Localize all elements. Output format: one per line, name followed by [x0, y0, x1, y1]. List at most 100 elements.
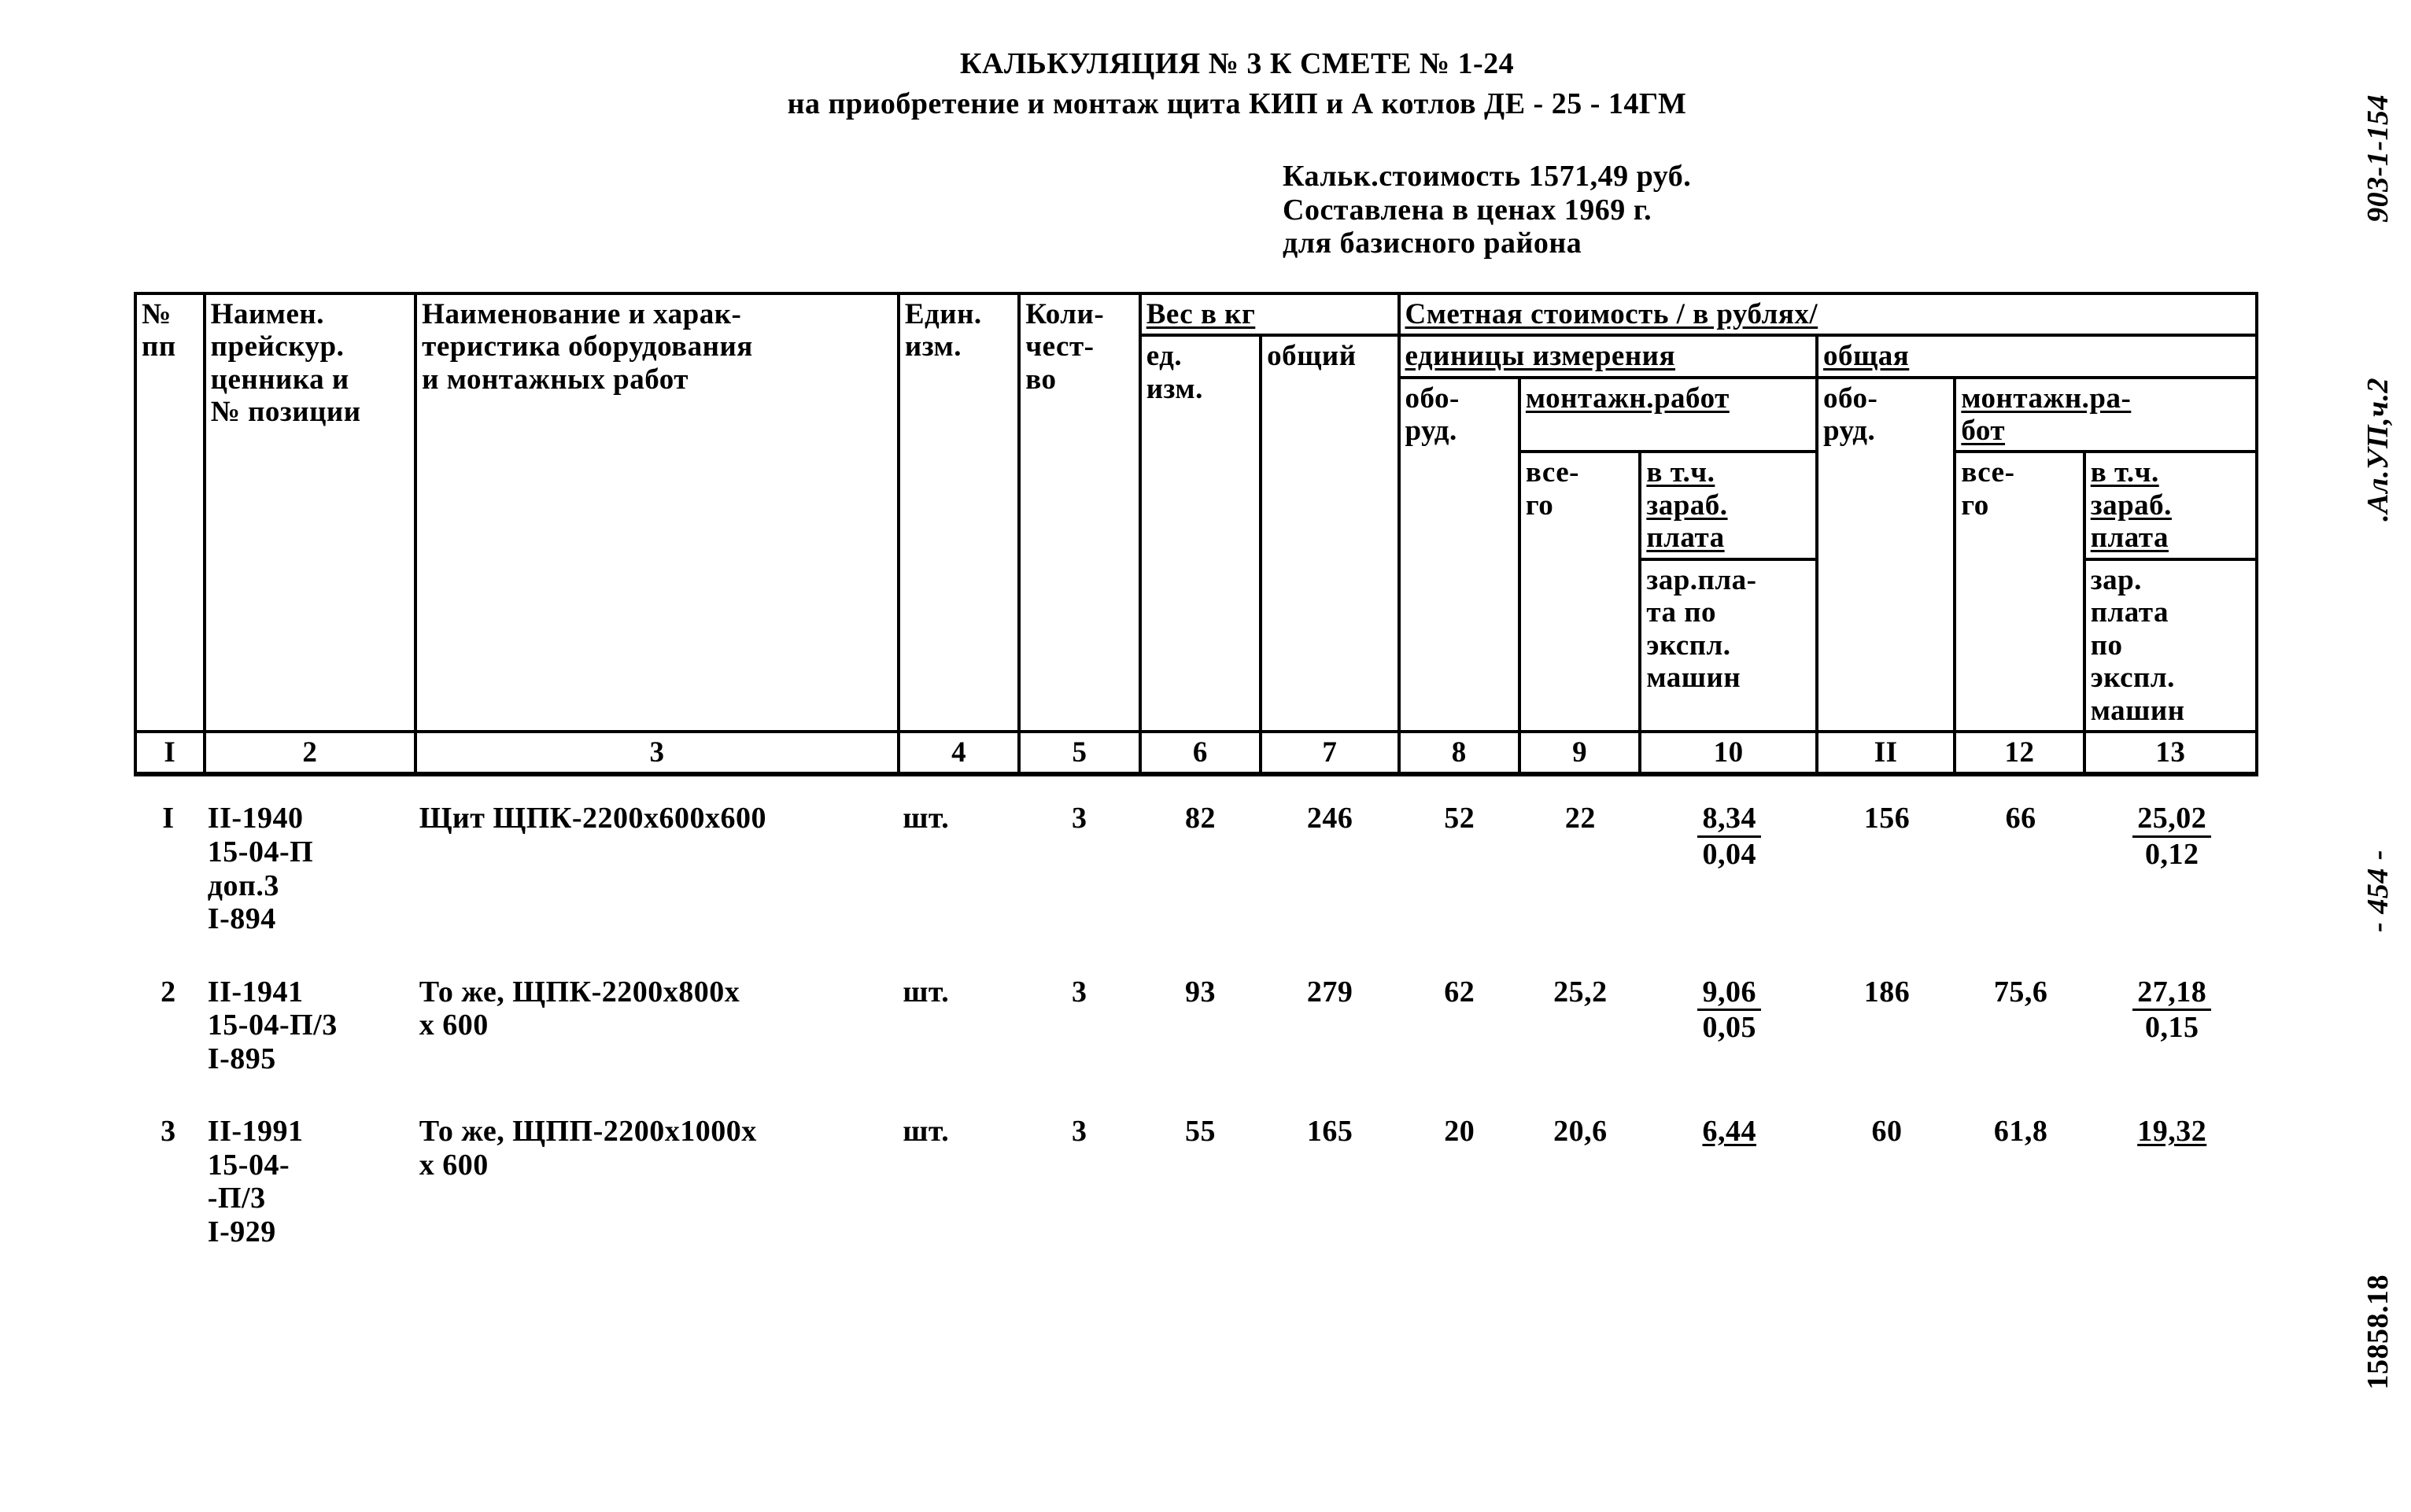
- unit-mont-label: монтажн.работ: [1526, 382, 1730, 415]
- row-wunit: 93: [1140, 972, 1261, 1079]
- margin-page-value: 454: [2361, 868, 2394, 914]
- row-umv: 20,6: [1520, 1112, 1641, 1252]
- cn-5: 5: [1019, 732, 1139, 774]
- col-weight-total: общий: [1261, 335, 1398, 732]
- margin-album: .Ал.УП,ч.2: [2361, 378, 2395, 522]
- row-wtot: 279: [1261, 972, 1399, 1079]
- col-total-equip: обо-руд.: [1817, 378, 1955, 732]
- row-qty: 3: [1019, 798, 1140, 939]
- row-tmf: 27,180,15: [2085, 972, 2258, 1079]
- margin-page-no: - 454 -: [2361, 850, 2395, 932]
- total-mont-label: монтажн.ра-бот: [1961, 382, 2131, 447]
- table-row: 2II-194115-04-П/3I-895То же, ЩПК-2200х80…: [134, 972, 2258, 1079]
- col-total-mont-mach: зар.платапоэкспл.машин: [2084, 559, 2257, 732]
- row-uob: 62: [1399, 972, 1520, 1079]
- cn-3: 3: [415, 732, 899, 774]
- row-tob: 60: [1818, 1112, 1956, 1252]
- meta-year: Составлена в ценах 1969 г.: [1283, 194, 2340, 227]
- data-table: III-194015-04-Пдоп.3I-894Щит ЩПК-2200х60…: [134, 798, 2258, 1285]
- cn-6: 6: [1140, 732, 1261, 774]
- col-unit-equip: обо-руд.: [1399, 378, 1519, 732]
- row-tmv: 75,6: [1956, 972, 2086, 1079]
- col-unit-mont-wage: в т.ч.зараб.плата: [1640, 452, 1817, 559]
- margin-stamp: 15858.18: [2361, 1274, 2395, 1390]
- row-umf: 8,340,04: [1641, 798, 1818, 939]
- page: 903-1-154 .Ал.УП,ч.2 - 454 - 15858.18 КА…: [0, 0, 2411, 1512]
- row-spacer: [134, 1079, 2258, 1112]
- row-name: То же, ЩПП-2200х1000хх 600: [415, 1112, 899, 1252]
- row-uob: 20: [1399, 1112, 1520, 1252]
- table-row: III-194015-04-Пдоп.3I-894Щит ЩПК-2200х60…: [134, 798, 2258, 939]
- row-tmf: 19,32: [2085, 1112, 2258, 1252]
- row-tob: 156: [1818, 798, 1956, 939]
- meta-block: Кальк.стоимость 1571,49 руб. Составлена …: [1283, 160, 2340, 260]
- row-wunit: 82: [1140, 798, 1261, 939]
- cost-label: Сметная стоимость / в рублях/: [1405, 298, 1818, 330]
- table-row: 3II-199115-04--П/3I-929То же, ЩПП-2200х1…: [134, 1112, 2258, 1252]
- cn-12: 12: [1955, 732, 2084, 774]
- column-numbers-row: I 2 3 4 5 6 7 8 9 10 II 12 13: [135, 732, 2257, 774]
- cn-1: I: [135, 732, 205, 774]
- c13a: в т.ч.зараб.плата: [2091, 456, 2172, 554]
- meta-region: для базисного района: [1283, 227, 2340, 260]
- row-qty: 3: [1019, 1112, 1140, 1252]
- cn-2: 2: [205, 732, 416, 774]
- row-tmf: 25,020,12: [2085, 798, 2258, 939]
- row-umf: 6,44: [1641, 1112, 1818, 1252]
- row-name: То же, ЩПК-2200х800хх 600: [415, 972, 899, 1079]
- doc-title: КАЛЬКУЛЯЦИЯ № 3 К СМЕТЕ № 1-24: [134, 47, 2340, 81]
- col-unit: Един.изм.: [899, 293, 1019, 732]
- cn-9: 9: [1519, 732, 1640, 774]
- meta-cost: Кальк.стоимость 1571,49 руб.: [1283, 160, 2340, 194]
- row-spacer: [134, 1252, 2258, 1285]
- col-unit-mont-group: монтажн.работ: [1519, 378, 1817, 452]
- row-umf: 9,060,05: [1641, 972, 1818, 1079]
- col-total-mont-all: все-го: [1955, 452, 2084, 732]
- col-unit-mont-mach: зар.пла-та поэкспл.машин: [1640, 559, 1817, 732]
- row-num: 3: [134, 1112, 203, 1252]
- c10a: в т.ч.зараб.плата: [1646, 456, 1727, 554]
- row-name: Щит ЩПК-2200х600х600: [415, 798, 899, 939]
- row-ref: II-199115-04--П/3I-929: [203, 1112, 415, 1252]
- cn-11: II: [1817, 732, 1955, 774]
- weight-label: Вес в кг: [1146, 298, 1256, 330]
- row-unit: шт.: [898, 972, 1019, 1079]
- col-unit-mont-all: все-го: [1519, 452, 1640, 732]
- row-num: 2: [134, 972, 203, 1079]
- col-total-group: общая: [1817, 335, 2257, 377]
- col-cost-group: Сметная стоимость / в рублях/: [1399, 293, 2258, 335]
- total-group-label: общая: [1823, 340, 1909, 372]
- header-table: №пп Наимен.прейскур.ценника и№ позиции Н…: [134, 292, 2258, 777]
- row-wtot: 165: [1261, 1112, 1399, 1252]
- row-wtot: 246: [1261, 798, 1399, 939]
- cn-4: 4: [899, 732, 1019, 774]
- row-tmv: 61,8: [1956, 1112, 2086, 1252]
- col-total-mont-group: монтажн.ра-бот: [1955, 378, 2257, 452]
- row-wunit: 55: [1140, 1112, 1261, 1252]
- col-name: Наименование и харак-теристика оборудова…: [415, 293, 899, 732]
- row-ref: II-194015-04-Пдоп.3I-894: [203, 798, 415, 939]
- row-qty: 3: [1019, 972, 1140, 1079]
- doc-subtitle: на приобретение и монтаж щита КИП и А ко…: [134, 87, 2340, 121]
- row-tmv: 66: [1956, 798, 2086, 939]
- row-unit: шт.: [898, 1112, 1019, 1252]
- col-total-mont-wage: в т.ч.зараб.плата: [2084, 452, 2257, 559]
- row-ref: II-194115-04-П/3I-895: [203, 972, 415, 1079]
- col-qty: Коли-чест-во: [1019, 293, 1139, 732]
- col-weight-unit: ед.изм.: [1140, 335, 1261, 732]
- col-ref: Наимен.прейскур.ценника и№ позиции: [205, 293, 416, 732]
- row-umv: 22: [1520, 798, 1641, 939]
- row-spacer: [134, 939, 2258, 972]
- row-unit: шт.: [898, 798, 1019, 939]
- col-unit-group: единицы измерения: [1399, 335, 1818, 377]
- row-tob: 186: [1818, 972, 1956, 1079]
- cn-7: 7: [1261, 732, 1398, 774]
- col-num: №пп: [135, 293, 205, 732]
- cn-8: 8: [1399, 732, 1519, 774]
- row-num: I: [134, 798, 203, 939]
- margin-doc-no: 903-1-154: [2361, 94, 2395, 223]
- row-uob: 52: [1399, 798, 1520, 939]
- cn-13: 13: [2084, 732, 2257, 774]
- unit-group-label: единицы измерения: [1405, 340, 1676, 372]
- col-weight-group: Вес в кг: [1140, 293, 1399, 335]
